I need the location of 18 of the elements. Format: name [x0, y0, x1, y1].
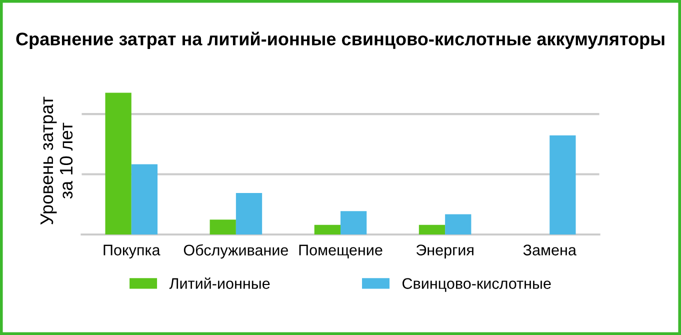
x-tick-label: Замена — [523, 244, 576, 256]
legend-label: Свинцово-кислотные — [402, 278, 551, 292]
bar — [131, 164, 158, 234]
legend-label: Литий-ионные — [169, 277, 270, 289]
bar — [340, 211, 367, 234]
x-tick-label: Обслуживание — [184, 244, 288, 259]
x-tick-label: Покупка — [104, 244, 160, 258]
y-axis-title: Уровень затрат за 10 лет — [40, 96, 73, 225]
x-tick-label: Помещение — [299, 244, 382, 258]
chart-title: Сравнение затрат на литий-ионные свинцово-кислотные аккумуляторы — [16, 32, 664, 49]
bar — [105, 92, 132, 234]
bar — [314, 224, 340, 234]
bar — [210, 220, 236, 234]
x-tick-label: Энергия — [416, 244, 474, 258]
bar — [236, 192, 262, 234]
bar — [445, 214, 472, 234]
bar — [550, 135, 576, 234]
bar — [418, 224, 446, 234]
